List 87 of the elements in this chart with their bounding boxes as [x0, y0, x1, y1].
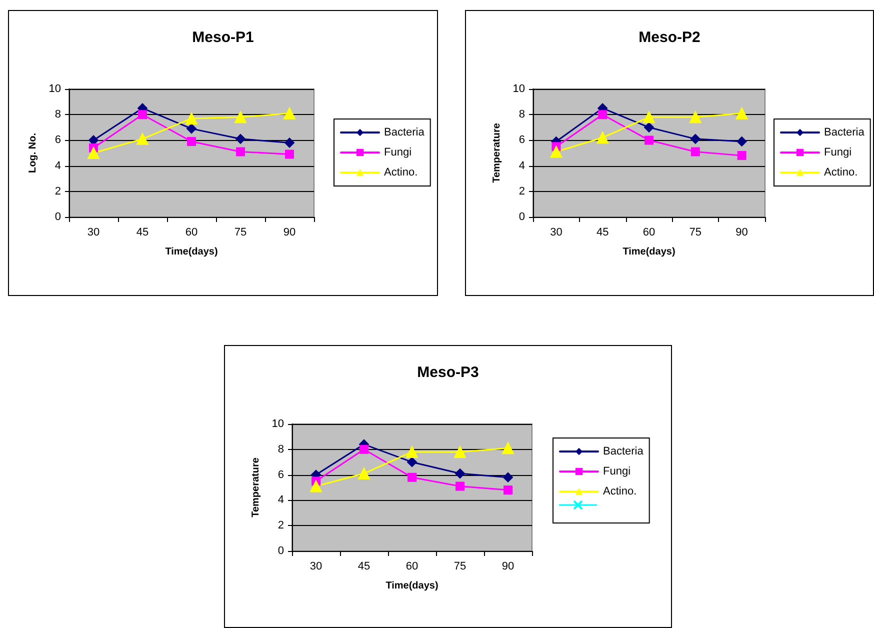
point — [503, 472, 513, 482]
chart-title: Meso-P1 — [192, 29, 254, 46]
point — [284, 107, 296, 120]
point — [454, 446, 466, 458]
x-tick-label: 60 — [406, 560, 418, 572]
y-tick-label: 6 — [278, 468, 284, 481]
x-tick-label: 75 — [689, 226, 702, 238]
y-tick-label: 8 — [278, 443, 284, 456]
point — [136, 132, 148, 145]
x-tick-label: 60 — [185, 226, 198, 238]
x-tick-label: 75 — [454, 560, 466, 572]
legend-label: Actino. — [824, 166, 858, 178]
x-tick-label: 45 — [136, 226, 149, 238]
point — [285, 150, 294, 159]
x-tick-label: 45 — [358, 560, 370, 572]
legend-label: Fungi — [603, 466, 631, 478]
point — [644, 122, 654, 132]
legend-label: Bacteria — [384, 126, 426, 138]
point — [408, 472, 416, 482]
y-tick-label: 4 — [278, 494, 284, 506]
point — [186, 112, 198, 124]
y-tick-label: 6 — [54, 134, 61, 146]
legend-label: Fungi — [824, 146, 852, 158]
point — [186, 124, 196, 134]
x-tick-label: 90 — [502, 560, 514, 572]
y-axis-title: Temperature — [491, 122, 502, 183]
point — [736, 136, 747, 146]
point — [689, 111, 702, 124]
legend-label: Bacteria — [603, 446, 644, 458]
chart-title: Meso-P3 — [417, 364, 479, 381]
point — [737, 151, 746, 160]
y-axis-title: Log. No. — [27, 132, 38, 173]
point — [284, 138, 294, 148]
point — [502, 442, 514, 454]
point — [138, 110, 147, 120]
x-tick-label: 60 — [642, 226, 656, 238]
y-tick-label: 2 — [518, 185, 525, 198]
point — [550, 146, 562, 158]
y-tick-label: 8 — [518, 108, 525, 121]
legend-label: Bacteria — [824, 126, 866, 138]
point — [596, 132, 609, 144]
point — [644, 136, 654, 145]
point — [358, 468, 370, 480]
legend-label: Actino. — [384, 166, 418, 178]
point — [456, 482, 464, 491]
point — [234, 111, 246, 124]
x-tick-label: 90 — [736, 226, 748, 238]
point — [236, 134, 246, 144]
x-tick-label: 30 — [310, 560, 322, 572]
y-tick-label: 10 — [272, 418, 284, 430]
point — [504, 486, 512, 495]
y-tick-label: 8 — [54, 108, 61, 121]
y-tick-label: 2 — [278, 520, 284, 532]
y-tick-label: 0 — [518, 211, 525, 223]
y-tick-label: 0 — [278, 545, 284, 557]
point — [360, 444, 368, 454]
y-axis-title: Temperature — [250, 457, 262, 518]
legend-label: Actino. — [603, 486, 637, 498]
x-tick-label: 30 — [550, 226, 562, 238]
y-tick-label: 4 — [54, 160, 61, 172]
x-tick-label: 30 — [87, 226, 100, 238]
point — [88, 147, 100, 159]
x-axis-title: Time(days) — [165, 246, 218, 258]
point — [455, 468, 465, 479]
point — [643, 111, 655, 124]
point — [406, 446, 418, 458]
point — [598, 110, 608, 120]
point — [690, 134, 700, 144]
x-tick-label: 45 — [596, 226, 609, 238]
y-tick-label: 4 — [518, 160, 525, 172]
y-tick-label: 10 — [512, 83, 525, 95]
point — [187, 136, 196, 146]
legend-label: Fungi — [384, 146, 412, 158]
x-axis-title: Time(days) — [386, 580, 438, 592]
point — [690, 147, 700, 156]
x-tick-label: 75 — [234, 226, 247, 238]
point — [407, 457, 417, 468]
x-tick-label: 90 — [283, 226, 296, 238]
y-tick-label: 6 — [518, 134, 525, 146]
x-axis-title: Time(days) — [622, 246, 676, 258]
y-tick-label: 10 — [48, 83, 61, 95]
y-tick-label: 0 — [54, 211, 61, 223]
point — [310, 480, 322, 492]
y-tick-label: 2 — [54, 185, 61, 198]
point — [236, 147, 245, 156]
point — [736, 107, 748, 120]
chart-title: Meso-P2 — [638, 29, 700, 46]
